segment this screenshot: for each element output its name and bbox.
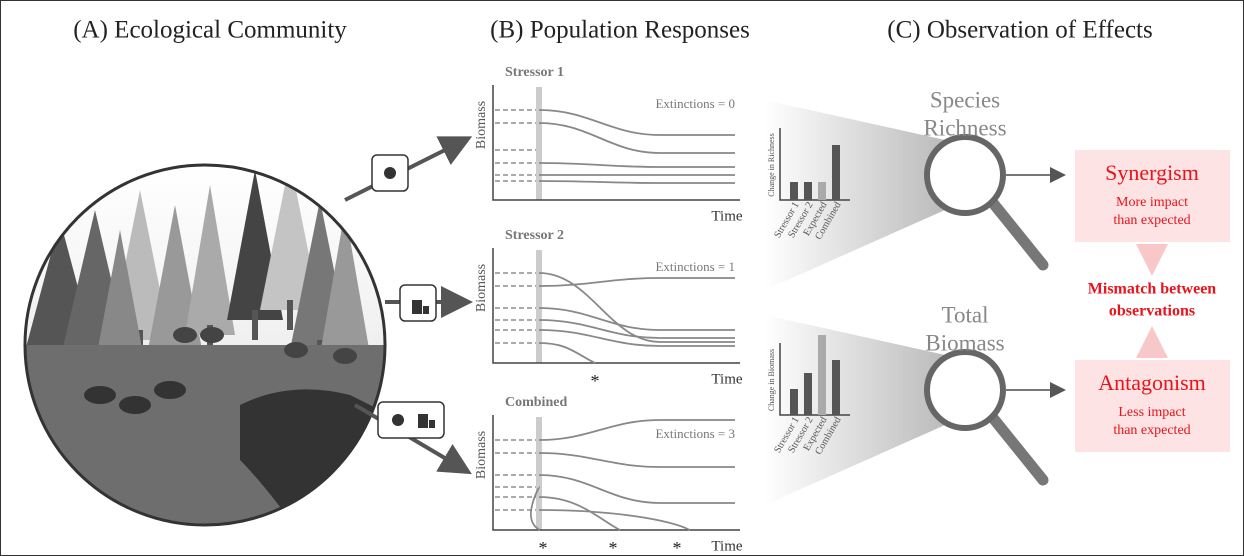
extinction-marker: * <box>609 538 618 556</box>
outcome-title: Synergism <box>1105 160 1199 185</box>
mini-bar <box>818 182 826 200</box>
observation-title: Total <box>942 302 989 327</box>
x-axis-label: Time <box>711 371 742 387</box>
deer <box>119 396 151 414</box>
population-curve <box>539 163 735 167</box>
y-axis-label: Biomass <box>474 264 489 312</box>
outcome-description: More impact <box>1116 195 1188 210</box>
population-curve <box>539 123 735 153</box>
plot-title: Combined <box>505 395 567 410</box>
mini-bar <box>818 335 826 415</box>
extinction-marker: * <box>673 538 682 556</box>
outcome-title: Antagonism <box>1098 370 1206 395</box>
outcome-description: Less impact <box>1118 405 1185 420</box>
x-axis-label: Time <box>711 538 742 554</box>
animal <box>200 327 224 343</box>
mini-bar <box>790 182 798 200</box>
magnifier-lens <box>927 137 1003 213</box>
mini-bar <box>832 145 840 200</box>
extinction-marker: * <box>539 538 548 556</box>
conclusion: observations <box>1109 303 1195 320</box>
extinction-count: Extinctions = 3 <box>655 426 735 441</box>
forest-illustration <box>20 160 400 545</box>
conclusion: Mismatch between <box>1088 281 1217 298</box>
x-axis-label: Time <box>711 208 742 224</box>
extinction-count: Extinctions = 1 <box>655 259 735 274</box>
extinction-marker: * <box>591 371 600 391</box>
y-axis-label: Biomass <box>474 101 489 149</box>
figure: (A) Ecological Community (B) Population … <box>0 0 1244 556</box>
y-axis-label: Biomass <box>474 431 489 479</box>
extinction-count: Extinctions = 0 <box>655 96 735 111</box>
population-curve <box>539 181 735 183</box>
panel-title: (C) Observation of Effects <box>887 17 1152 44</box>
plot-title: Stressor 1 <box>505 65 564 80</box>
observation-title: Richness <box>923 115 1006 140</box>
mini-bar <box>804 373 812 415</box>
mini-bar <box>832 360 840 415</box>
population-curve <box>539 343 595 363</box>
tree-trunk <box>252 310 258 340</box>
stressor-onset <box>536 87 542 200</box>
magnifier-handle <box>993 418 1043 480</box>
plot-title: Stressor 2 <box>505 228 564 243</box>
population-curve <box>539 475 735 503</box>
population-curve <box>539 308 735 330</box>
magnifier-handle <box>993 203 1043 265</box>
animal <box>333 348 357 364</box>
outcome-description: than expected <box>1113 213 1190 228</box>
stressor-onset <box>536 250 542 363</box>
stressor-icons <box>372 155 444 438</box>
magnifier-lens <box>927 352 1003 428</box>
panel-title: (A) Ecological Community <box>73 17 347 44</box>
population-curve <box>539 453 735 467</box>
panel-title: (B) Population Responses <box>490 17 750 44</box>
tree-trunk <box>287 300 293 330</box>
deer <box>154 381 186 399</box>
outcome-description: than expected <box>1113 423 1190 438</box>
animal <box>173 327 197 343</box>
mini-y-label: Change in Richness <box>767 133 776 197</box>
observation-title: Biomass <box>925 330 1004 355</box>
mini-y-label: Change in Biomass <box>767 349 776 411</box>
stressor-onset <box>536 417 542 530</box>
deer <box>84 386 116 404</box>
observation-title: Species <box>930 87 1000 112</box>
mini-bar <box>804 182 812 200</box>
animal <box>284 342 308 358</box>
population-curve <box>539 110 735 135</box>
mini-bar <box>790 389 798 415</box>
